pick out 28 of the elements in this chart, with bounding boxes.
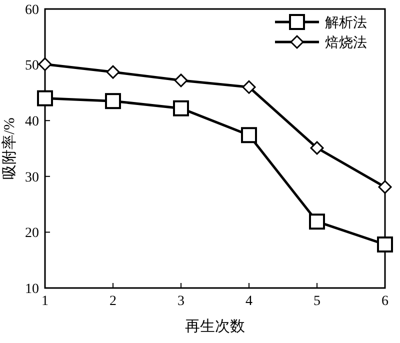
- y-tick-label: 50: [25, 58, 39, 74]
- point: [38, 57, 52, 71]
- x-tick-label: 6: [382, 294, 388, 309]
- x-tick-label: 5: [314, 294, 320, 309]
- y-tick-label: 60: [25, 2, 39, 18]
- point: [37, 90, 53, 106]
- legend-label: 焙烧法: [325, 34, 367, 51]
- x-tick-label: 4: [246, 294, 252, 309]
- point: [378, 180, 392, 194]
- point: [241, 127, 257, 144]
- point: [173, 100, 189, 116]
- legend-label: 解析法: [325, 14, 367, 31]
- y-axis-title: 吸附率/%: [1, 118, 18, 180]
- point: [309, 214, 325, 230]
- point: [242, 80, 256, 94]
- y-tick-label: 20: [25, 226, 39, 242]
- point: [106, 65, 120, 79]
- x-tick-label: 1: [42, 294, 48, 309]
- point: [377, 236, 393, 252]
- y-tick-label: 30: [25, 170, 39, 186]
- y-tick-label: 40: [25, 114, 39, 130]
- y-tick-label: 10: [25, 282, 39, 297]
- x-tick-label: 3: [178, 294, 184, 309]
- point: [310, 141, 324, 155]
- x-axis-title: 再生次数: [185, 318, 245, 335]
- x-tick-label: 2: [110, 294, 116, 309]
- point: [174, 74, 188, 88]
- point: [105, 93, 121, 110]
